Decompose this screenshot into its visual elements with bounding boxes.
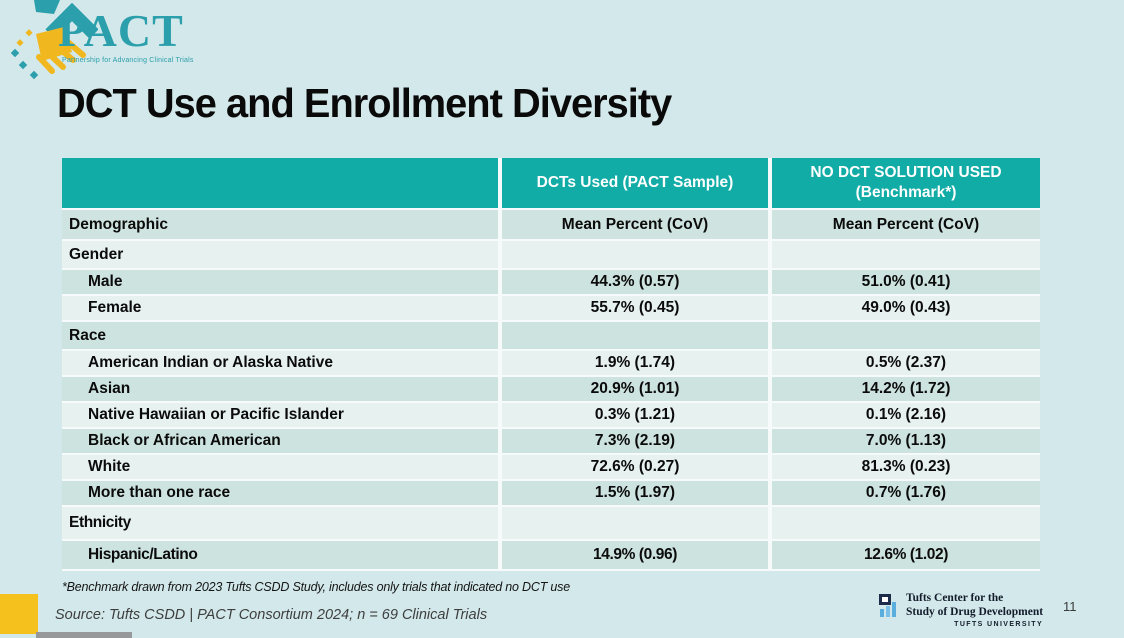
pact-logo: PACT Partnership for Advancing Clinical … xyxy=(6,0,206,86)
table-row-white: White 72.6% (0.27) 81.3% (0.23) xyxy=(62,455,1040,481)
row-value-benchmark xyxy=(768,241,1040,270)
table-row-female: Female 55.7% (0.45) 49.0% (0.43) xyxy=(62,296,1040,322)
table-row-hispanic-latino: Hispanic/Latino 14.9% (0.96) 12.6% (1.02… xyxy=(62,541,1040,571)
row-value-benchmark: 12.6% (1.02) xyxy=(768,541,1040,571)
tufts-line1: Tufts Center for the xyxy=(906,592,1004,604)
row-value-dct: 14.9% (0.96) xyxy=(498,541,768,571)
pact-handshake-icon xyxy=(10,0,98,80)
pact-logo-tagline: Partnership for Advancing Clinical Trial… xyxy=(62,57,194,64)
table-row-black: Black or African American 7.3% (2.19) 7.… xyxy=(62,429,1040,455)
row-value-dct: 20.9% (1.01) xyxy=(498,377,768,403)
tufts-university-label: TUFTS UNIVERSITY xyxy=(954,621,1044,629)
row-label: White xyxy=(62,455,498,481)
row-value-benchmark: 0.1% (2.16) xyxy=(768,403,1040,429)
row-value-benchmark xyxy=(768,507,1040,541)
gray-bottom-strip xyxy=(36,632,132,638)
header-cell-empty xyxy=(62,158,498,210)
row-label: Hispanic/Latino xyxy=(62,541,498,571)
row-label: Female xyxy=(62,296,498,322)
demographics-table: DCTs Used (PACT Sample) NO DCT SOLUTION … xyxy=(62,158,1040,571)
table-row-asian: Asian 20.9% (1.01) 14.2% (1.72) xyxy=(62,377,1040,403)
tufts-line2: Study of Drug Development xyxy=(906,605,1044,618)
row-value-benchmark: 81.3% (0.23) xyxy=(768,455,1040,481)
yellow-corner-accent xyxy=(0,594,38,634)
header-cell-benchmark: NO DCT SOLUTION USED (Benchmark*) xyxy=(768,158,1040,210)
page-title: DCT Use and Enrollment Diversity xyxy=(57,80,672,126)
subheader-benchmark: Mean Percent (CoV) xyxy=(768,210,1040,241)
row-label: Male xyxy=(62,270,498,296)
row-value-benchmark: 14.2% (1.72) xyxy=(768,377,1040,403)
row-label: Asian xyxy=(62,377,498,403)
table-row-ethnicity: Ethnicity xyxy=(62,507,1040,541)
row-label: Gender xyxy=(62,241,498,270)
row-value-dct: 72.6% (0.27) xyxy=(498,455,768,481)
row-value-dct xyxy=(498,507,768,541)
row-value-benchmark: 0.7% (1.76) xyxy=(768,481,1040,507)
row-label: Black or African American xyxy=(62,429,498,455)
row-value-dct xyxy=(498,241,768,270)
row-label: More than one race xyxy=(62,481,498,507)
benchmark-footnote: *Benchmark drawn from 2023 Tufts CSDD St… xyxy=(62,580,570,594)
row-value-benchmark: 7.0% (1.13) xyxy=(768,429,1040,455)
subheader-demographic: Demographic xyxy=(62,210,498,241)
row-value-benchmark: 0.5% (2.37) xyxy=(768,351,1040,377)
table-subheader-row: Demographic Mean Percent (CoV) Mean Perc… xyxy=(62,210,1040,241)
row-value-dct: 55.7% (0.45) xyxy=(498,296,768,322)
table-row-race: Race xyxy=(62,322,1040,351)
table-row-american-indian: American Indian or Alaska Native 1.9% (1… xyxy=(62,351,1040,377)
table-row-more-than-one-race: More than one race 1.5% (1.97) 0.7% (1.7… xyxy=(62,481,1040,507)
table-row-male: Male 44.3% (0.57) 51.0% (0.41) xyxy=(62,270,1040,296)
tufts-logo: Tufts Center for the Study of Drug Devel… xyxy=(878,592,1043,628)
row-value-dct: 7.3% (2.19) xyxy=(498,429,768,455)
row-value-dct: 44.3% (0.57) xyxy=(498,270,768,296)
page-number: 11 xyxy=(1063,599,1077,614)
header-cell-dct: DCTs Used (PACT Sample) xyxy=(498,158,768,210)
row-label: Native Hawaiian or Pacific Islander xyxy=(62,403,498,429)
row-value-benchmark: 49.0% (0.43) xyxy=(768,296,1040,322)
source-citation: Source: Tufts CSDD | PACT Consortium 202… xyxy=(55,607,488,623)
row-value-dct xyxy=(498,322,768,351)
row-value-dct: 0.3% (1.21) xyxy=(498,403,768,429)
row-value-dct: 1.9% (1.74) xyxy=(498,351,768,377)
row-label: American Indian or Alaska Native xyxy=(62,351,498,377)
table-row-native-hawaiian: Native Hawaiian or Pacific Islander 0.3%… xyxy=(62,403,1040,429)
pact-logo-text: PACT xyxy=(58,5,184,56)
row-value-benchmark xyxy=(768,322,1040,351)
table-header-row: DCTs Used (PACT Sample) NO DCT SOLUTION … xyxy=(62,158,1040,210)
tufts-logo-icon xyxy=(879,594,896,617)
row-label: Race xyxy=(62,322,498,351)
row-value-dct: 1.5% (1.97) xyxy=(498,481,768,507)
row-value-benchmark: 51.0% (0.41) xyxy=(768,270,1040,296)
subheader-dct: Mean Percent (CoV) xyxy=(498,210,768,241)
row-label: Ethnicity xyxy=(62,507,498,541)
table-row-gender: Gender xyxy=(62,241,1040,270)
